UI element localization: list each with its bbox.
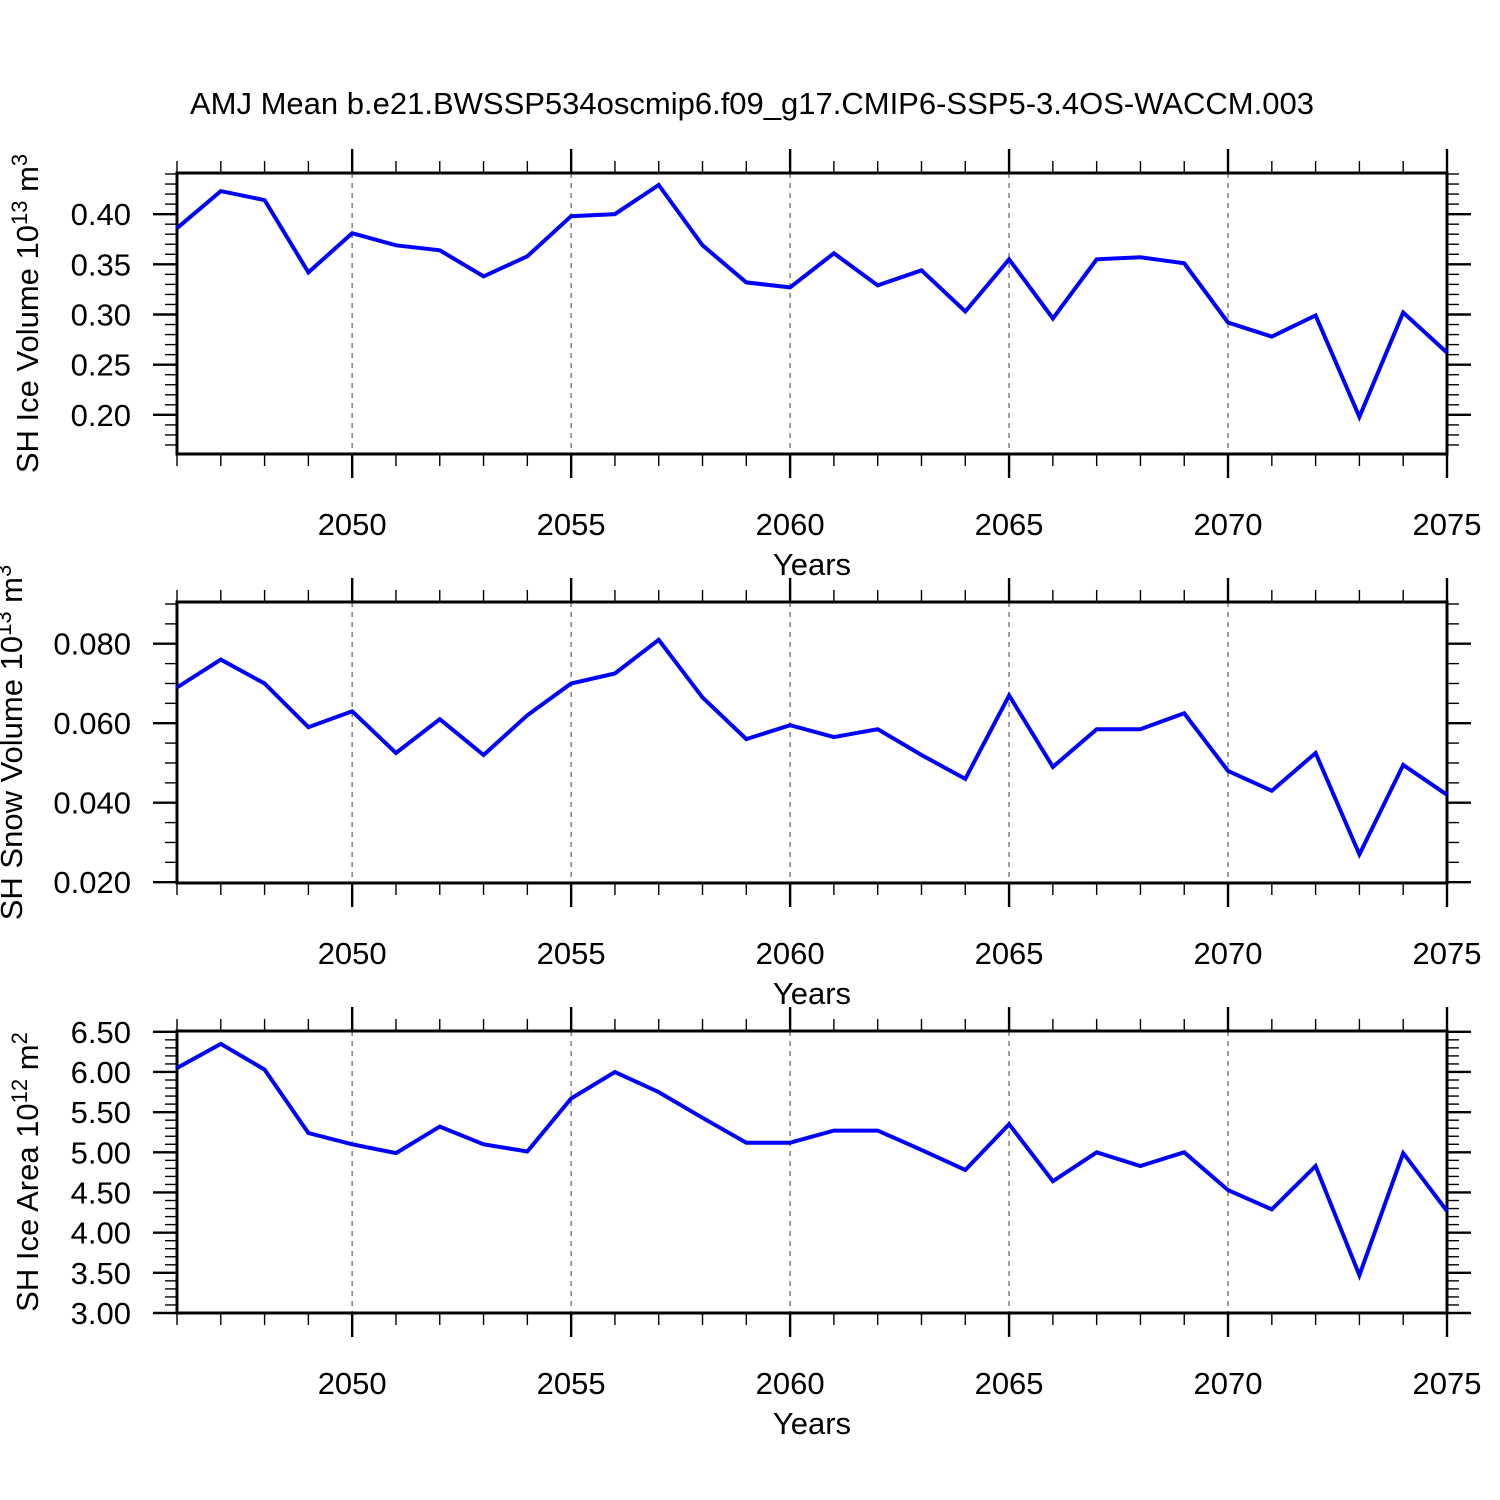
x-tick-label: 2070 bbox=[1194, 936, 1263, 971]
data-line bbox=[175, 636, 1449, 860]
y-tick-label: 6.50 bbox=[71, 1015, 131, 1050]
x-tick-label: 2070 bbox=[1194, 507, 1263, 542]
y-tick-label: 0.25 bbox=[71, 348, 131, 383]
x-axis-title: Years bbox=[773, 1406, 851, 1441]
x-axis-title: Years bbox=[773, 547, 851, 582]
y-tick-label: 0.20 bbox=[71, 398, 131, 433]
y-tick-label: 3.50 bbox=[71, 1256, 131, 1291]
x-tick-label: 2055 bbox=[537, 507, 606, 542]
x-tick-label: 2060 bbox=[756, 1366, 825, 1401]
y-tick-label: 4.00 bbox=[71, 1216, 131, 1251]
y-tick-label: 0.060 bbox=[53, 706, 131, 741]
y-axis-title: SH Snow Volume 1013 m3 bbox=[0, 565, 29, 921]
x-tick-label: 2065 bbox=[975, 1366, 1044, 1401]
y-tick-label: 0.020 bbox=[53, 865, 131, 900]
x-tick-label: 2060 bbox=[756, 936, 825, 971]
y-tick-label: 3.00 bbox=[71, 1296, 131, 1331]
x-tick-label: 2075 bbox=[1413, 507, 1482, 542]
x-tick-label: 2075 bbox=[1413, 1366, 1482, 1401]
y-tick-label: 0.30 bbox=[71, 298, 131, 333]
x-tick-label: 2055 bbox=[537, 1366, 606, 1401]
panel-sh-ice-area: 2050 2055 2060 2065 2070 2075 6.50 6.00 5.50 5.00… bbox=[7, 1007, 1481, 1441]
y-tick-label: 4.50 bbox=[71, 1175, 131, 1210]
plot-box bbox=[175, 171, 1449, 456]
x-tick-label: 2070 bbox=[1194, 1366, 1263, 1401]
y-tick-label: 0.35 bbox=[71, 247, 131, 282]
x-tick-label: 2050 bbox=[318, 507, 387, 542]
y-tick-label: 0.080 bbox=[53, 627, 131, 662]
data-line bbox=[175, 182, 1449, 423]
y-tick-label: 6.00 bbox=[71, 1055, 131, 1090]
x-tick-label: 2050 bbox=[318, 936, 387, 971]
panel-sh-snow-volume: 2050 2055 2060 2065 2070 2075 0.080 0.060 0.040 0… bbox=[0, 565, 1481, 1011]
x-tick-label: 2075 bbox=[1413, 936, 1482, 971]
x-axis-title: Years bbox=[773, 976, 851, 1011]
y-tick-label: 5.00 bbox=[71, 1135, 131, 1170]
x-tick-label: 2065 bbox=[975, 936, 1044, 971]
plot-box bbox=[175, 1029, 1449, 1315]
x-tick-label: 2060 bbox=[756, 507, 825, 542]
plot-box bbox=[175, 600, 1449, 885]
x-tick-label: 2065 bbox=[975, 507, 1044, 542]
x-tick-label: 2055 bbox=[537, 936, 606, 971]
y-tick-label: 5.50 bbox=[71, 1095, 131, 1130]
y-axis-title: SH Ice Volume 1013 m3 bbox=[7, 154, 45, 473]
y-tick-label: 0.40 bbox=[71, 197, 131, 232]
chart-title: AMJ Mean b.e21.BWSSP534oscmip6.f09_g17.C… bbox=[190, 86, 1314, 121]
panel-sh-ice-volume: 2050 2055 2060 2065 2070 2075 0.40 0.35 0.30 0.25… bbox=[7, 149, 1481, 582]
data-line bbox=[176, 1041, 1449, 1281]
y-axis-title: SH Ice Area 1012 m2 bbox=[7, 1032, 45, 1312]
y-tick-label: 0.040 bbox=[53, 786, 131, 821]
x-tick-label: 2050 bbox=[318, 1366, 387, 1401]
